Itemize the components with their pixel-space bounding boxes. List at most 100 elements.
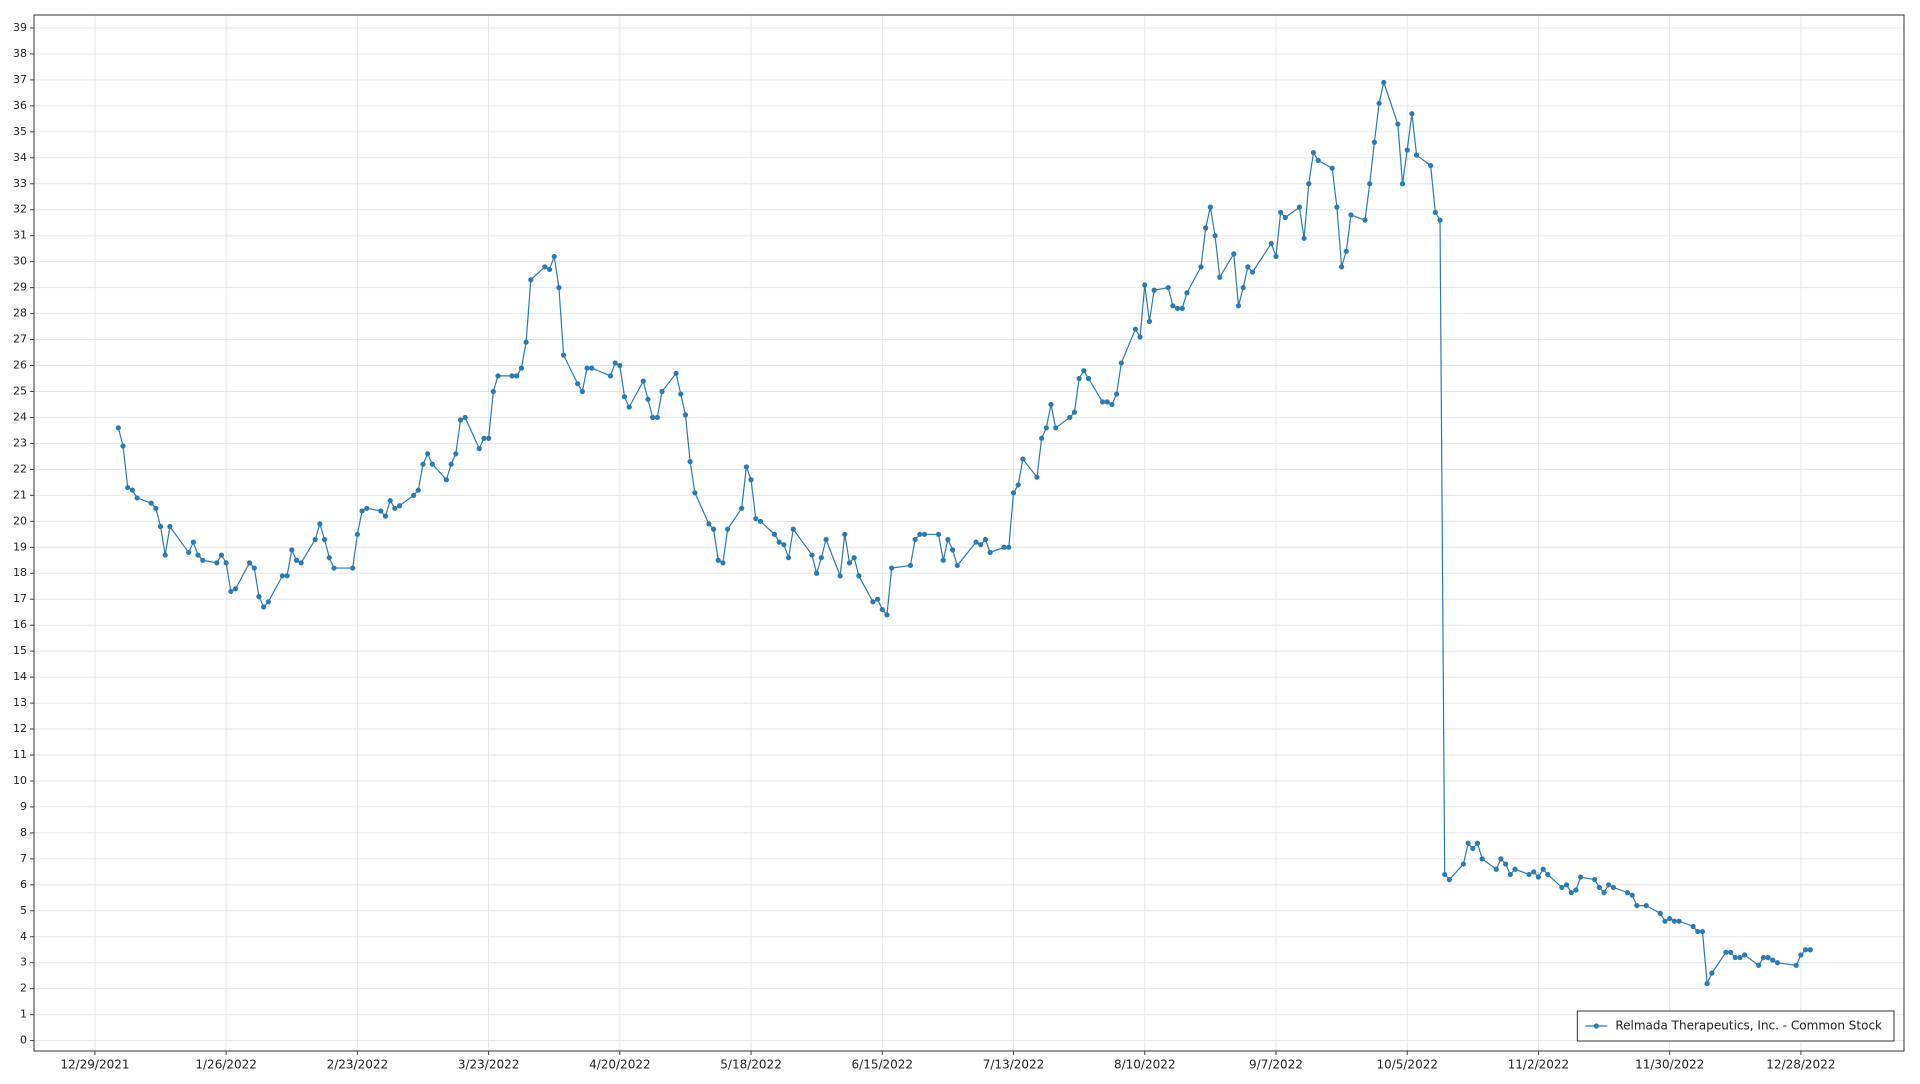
point <box>851 555 857 561</box>
point <box>687 458 693 465</box>
point <box>907 562 914 569</box>
point <box>1727 949 1734 955</box>
point <box>448 461 454 467</box>
point <box>846 560 853 566</box>
point <box>228 588 234 595</box>
point <box>551 253 557 260</box>
point <box>1465 840 1471 846</box>
point <box>1662 918 1668 924</box>
point <box>486 435 492 441</box>
point <box>1235 303 1242 309</box>
x-tick-label: 11/30/2022 <box>1635 1058 1704 1072</box>
point <box>1301 235 1307 241</box>
point <box>354 531 360 537</box>
point <box>279 573 285 579</box>
point <box>186 549 192 556</box>
point <box>1399 181 1406 187</box>
point <box>584 365 590 371</box>
point <box>987 549 993 556</box>
point <box>1474 840 1481 846</box>
point <box>1432 209 1438 215</box>
y-tick-label: 13 <box>13 696 27 709</box>
x-tick-label: 11/2/2022 <box>1508 1058 1570 1072</box>
y-tick-label: 19 <box>13 540 27 553</box>
point <box>1802 947 1809 953</box>
point <box>1165 285 1171 291</box>
point <box>1001 544 1007 550</box>
point <box>1493 866 1499 872</box>
point <box>1240 285 1246 291</box>
point <box>823 536 829 543</box>
point <box>223 560 229 566</box>
point <box>317 521 323 527</box>
y-tick-label: 10 <box>13 774 27 787</box>
x-tick-label: 3/23/2022 <box>458 1058 520 1072</box>
point <box>1601 890 1607 896</box>
point <box>1774 960 1781 966</box>
point <box>1142 282 1148 288</box>
point <box>645 396 651 402</box>
y-tick-label: 29 <box>13 281 27 294</box>
point <box>350 565 356 571</box>
x-tick-label: 10/5/2022 <box>1376 1058 1438 1072</box>
point <box>415 487 421 493</box>
point <box>190 539 196 545</box>
point <box>1249 269 1256 275</box>
y-tick-label: 32 <box>13 203 27 216</box>
point <box>246 560 253 566</box>
point <box>1381 79 1387 86</box>
y-tick-label: 24 <box>13 410 27 423</box>
point <box>692 490 698 496</box>
point <box>1085 375 1092 382</box>
point <box>1310 150 1317 156</box>
point <box>725 526 731 532</box>
point <box>781 542 787 548</box>
point <box>1268 240 1274 247</box>
point <box>720 560 726 566</box>
grid <box>34 15 1904 1051</box>
y-tick-label: 11 <box>13 748 27 761</box>
y-tick-label: 36 <box>13 99 27 112</box>
point <box>1428 162 1434 169</box>
point <box>1709 970 1715 976</box>
x-tick-label: 6/15/2022 <box>852 1058 914 1072</box>
point <box>1723 949 1729 955</box>
point <box>1109 401 1115 408</box>
point <box>1334 204 1340 210</box>
point <box>429 461 435 467</box>
y-tick-label: 38 <box>13 47 27 60</box>
point <box>1667 915 1673 922</box>
x-tick-label: 12/29/2021 <box>60 1058 129 1072</box>
legend-marker <box>1593 1023 1599 1029</box>
point <box>1362 217 1368 223</box>
point <box>1512 866 1518 872</box>
point <box>1020 456 1026 462</box>
point <box>1643 902 1649 909</box>
y-tick-label: 15 <box>13 644 27 657</box>
y-tick-label: 30 <box>13 255 27 268</box>
point <box>514 373 520 379</box>
point <box>359 508 365 514</box>
point <box>640 378 646 384</box>
point <box>1765 954 1771 961</box>
point <box>1282 214 1288 221</box>
y-tick-label: 27 <box>13 333 27 346</box>
point <box>1807 947 1813 953</box>
point <box>1118 360 1124 366</box>
point <box>331 565 337 571</box>
point <box>1212 233 1218 239</box>
point <box>232 586 239 592</box>
point <box>1507 871 1513 878</box>
point <box>818 555 824 561</box>
point <box>1624 890 1631 896</box>
point <box>1671 918 1677 924</box>
point <box>251 565 257 571</box>
point <box>326 555 332 561</box>
point <box>1203 225 1209 231</box>
point <box>396 503 403 509</box>
point <box>162 552 168 558</box>
point <box>495 373 501 379</box>
point <box>1076 375 1082 382</box>
y-tick-label: 2 <box>20 982 27 995</box>
point <box>528 277 534 283</box>
